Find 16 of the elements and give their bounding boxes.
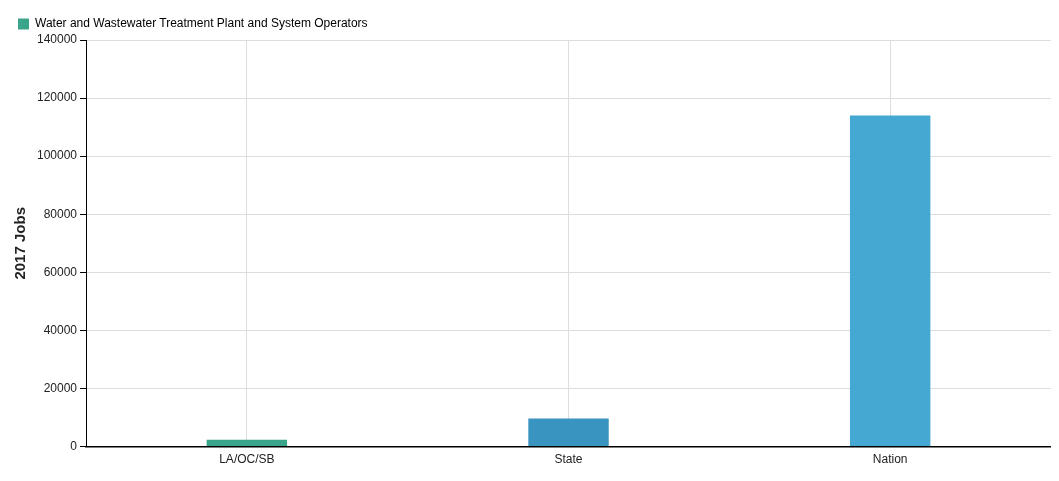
y-tick-label: 140000	[37, 32, 78, 47]
bar	[528, 418, 609, 447]
y-tick-label: 20000	[43, 380, 78, 395]
y-axis-title: 2017 Jobs	[11, 207, 29, 280]
y-tick-label: 0	[70, 438, 78, 453]
y-tick-label: 80000	[43, 206, 78, 221]
y-tick-label: 100000	[37, 148, 78, 163]
x-tick-label: State	[554, 452, 583, 467]
legend-label: Water and Wastewater Treatment Plant and System Operators	[35, 16, 368, 31]
bar	[206, 439, 288, 447]
bar	[849, 115, 931, 447]
y-tick-label: 120000	[37, 90, 78, 105]
x-tick-label: Nation	[872, 452, 908, 467]
x-tick-label: LA/OC/SB	[219, 452, 275, 467]
y-tick-label: 40000	[43, 322, 78, 337]
y-tick-label: 60000	[43, 264, 78, 279]
